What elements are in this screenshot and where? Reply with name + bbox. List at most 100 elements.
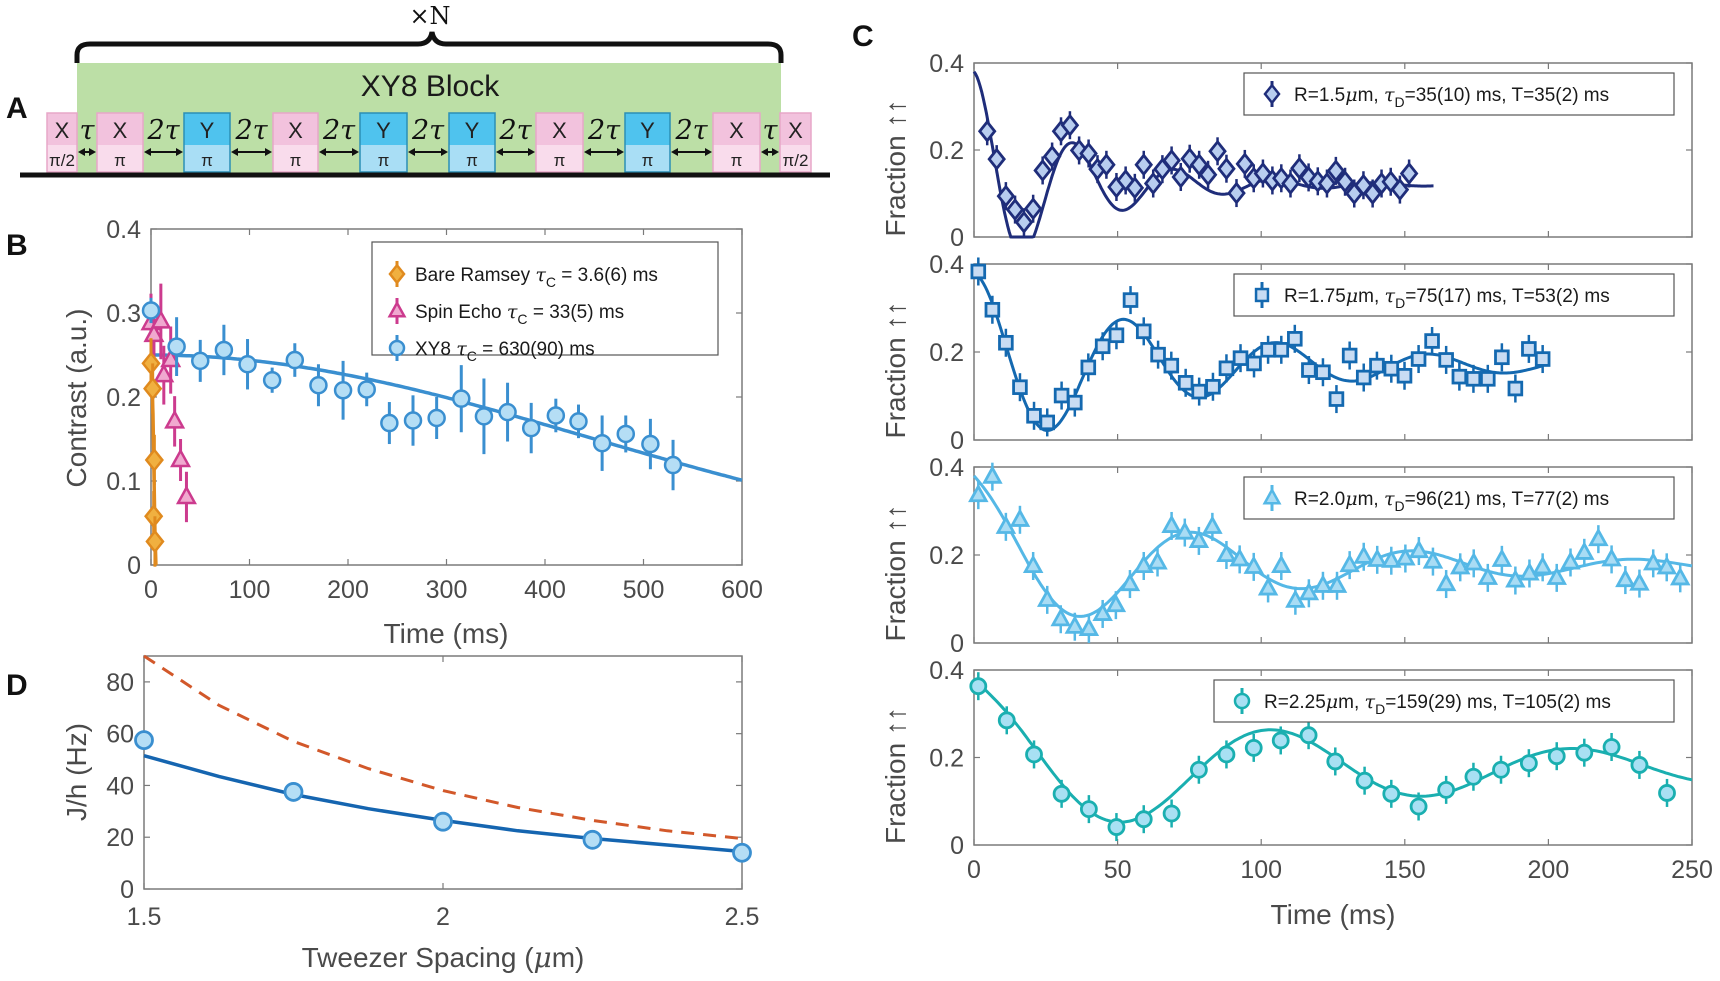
data-point: [1060, 113, 1080, 137]
panel-c-xlabel: Time (ms): [1271, 899, 1396, 930]
pulse-border: [535, 112, 584, 173]
data-point: [1092, 602, 1113, 621]
data-point: [998, 334, 1014, 351]
data-point: [1326, 752, 1345, 771]
x-tick-label: 2: [436, 903, 450, 931]
data-point: [1039, 414, 1056, 431]
data-point: [1451, 368, 1468, 385]
data-point: [452, 389, 471, 408]
legend-leg-a: R=2.0: [1294, 489, 1345, 510]
panel-d-ylabel: J/h (Hz): [61, 723, 92, 821]
data-point: [170, 448, 192, 468]
y-tick-label: 0: [120, 876, 134, 904]
data-point: [1494, 349, 1510, 366]
data-point: [1656, 555, 1677, 575]
data-point: [1036, 588, 1058, 607]
pulse-bottom-half: [449, 145, 495, 172]
pulse-border: [779, 112, 812, 173]
legend-leg-tau: τ: [1384, 84, 1395, 106]
data-point: [1078, 617, 1100, 636]
data-point: [1134, 810, 1153, 829]
gap-1: 2τ: [144, 115, 183, 156]
y-tick-label: 0: [950, 224, 964, 252]
arrow-right-icon: [352, 148, 359, 156]
pulse-angle-label: π: [201, 151, 213, 170]
legend-tau-sub: C: [467, 348, 477, 364]
y-tick-label: 0.1: [106, 468, 141, 496]
data-point: [1079, 141, 1098, 166]
data-point: [1315, 364, 1331, 381]
gap-duration-label: τ: [80, 115, 96, 146]
x-tick-label: 500: [623, 576, 665, 604]
data-points: [969, 672, 1676, 842]
pulse-x-9: Xπ/2: [779, 112, 812, 173]
pulse-border: [448, 112, 496, 173]
panel-d-xlabel-mu: μ: [534, 941, 552, 974]
y-tick-label: 80: [106, 669, 134, 697]
data-point: [1299, 165, 1318, 190]
y-tick-label: 40: [106, 772, 134, 800]
y-tick-label: 0.4: [929, 251, 964, 279]
pulse-border: [96, 112, 144, 173]
data-point: [1244, 738, 1263, 757]
data-point: [1217, 745, 1236, 764]
legend-item-1: Spin Echo τC = 33(5) ms: [387, 298, 624, 327]
data-point: [663, 455, 683, 475]
panel-b-legend-box: [371, 241, 719, 356]
data-point: [1480, 371, 1496, 387]
legend-tau: τ: [456, 338, 467, 360]
legend-leg-mu: μ: [1345, 84, 1357, 106]
data-point: [1669, 566, 1691, 586]
data-point: [134, 730, 154, 751]
data-point: [1521, 341, 1537, 357]
legend-leg-sub: D: [1395, 295, 1405, 311]
data-point: [732, 842, 752, 863]
data-point: [1229, 547, 1250, 567]
data-point: [1260, 342, 1276, 358]
pulse-top-half: [184, 113, 230, 145]
series-0: [141, 338, 165, 567]
data-point: [1271, 731, 1290, 750]
subplot-ylabel: Fraction ↑↑: [880, 100, 911, 237]
legend-marker: [1254, 287, 1270, 303]
data-point: [1227, 181, 1246, 205]
legend-box: [1233, 273, 1675, 317]
data-point: [1079, 800, 1098, 819]
pulse-axis-label: X: [113, 118, 128, 143]
x-tick-label: 1.5: [127, 903, 162, 931]
fit-line-2: [151, 353, 743, 482]
data-point: [1546, 566, 1567, 585]
data-point: [1560, 550, 1581, 570]
pulse-border: [46, 112, 78, 173]
data-point: [1171, 165, 1191, 189]
gap-5: 2τ: [496, 115, 535, 156]
data-point: [1012, 379, 1028, 395]
data-point: [141, 351, 161, 376]
data-point: [970, 263, 987, 280]
legend-box: [1243, 72, 1675, 116]
data-point: [1188, 529, 1210, 548]
pulse-top-half: [625, 113, 670, 145]
data-point: [1161, 514, 1182, 533]
data-point: [1033, 158, 1052, 183]
data-point: [333, 381, 353, 400]
x-tick-label: 150: [1384, 856, 1426, 884]
pulse-border: [624, 112, 671, 173]
data-point: [1383, 360, 1400, 377]
pulse-top-half: [449, 113, 495, 145]
pulse-top-half: [360, 113, 407, 145]
gap-duration-label: 2τ: [587, 115, 621, 146]
data-point: [1505, 569, 1526, 588]
legend-label-rest: = 3.6(6) ms: [556, 265, 658, 286]
data-point: [1588, 527, 1609, 547]
data-point: [1390, 177, 1410, 202]
y-tick-label: 0: [950, 630, 964, 658]
data-point: [1257, 576, 1279, 596]
legend-label-main: Bare Ramsey: [415, 265, 535, 286]
x-tick-label: 200: [327, 576, 369, 604]
data-points: [970, 257, 1551, 437]
data-point: [1341, 347, 1358, 364]
data-point: [1326, 159, 1346, 183]
block-title: XY8 Block: [361, 70, 500, 103]
